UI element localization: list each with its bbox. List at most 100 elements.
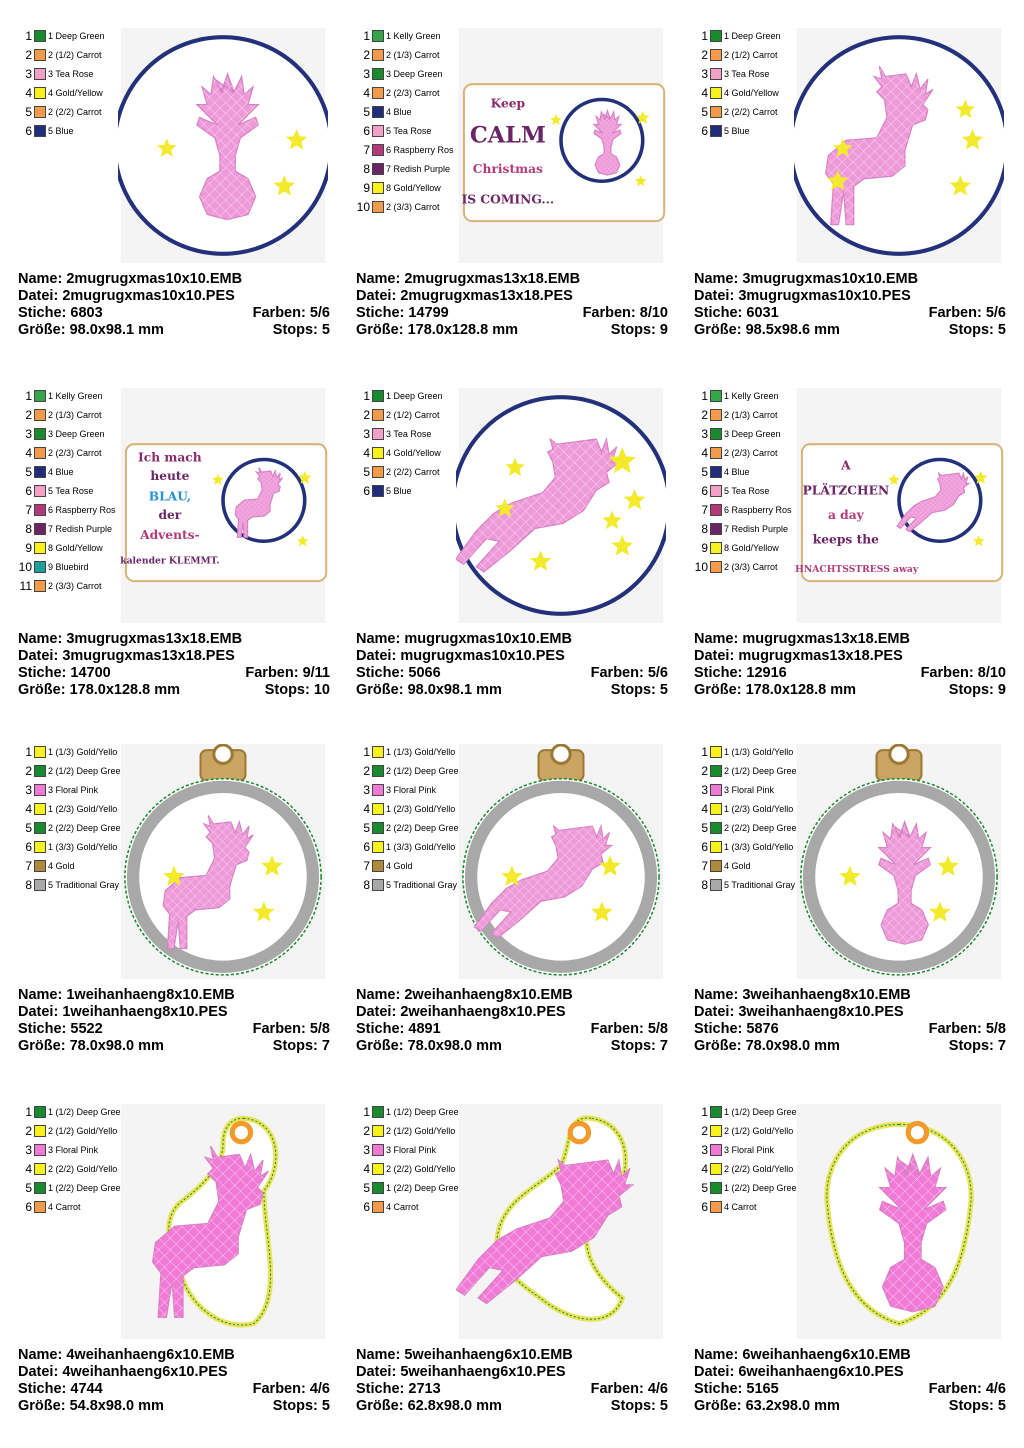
swatch-number: 5 xyxy=(25,820,32,835)
design-size: 98.5x98.6 mm xyxy=(745,322,840,338)
color-swatch-row: 1 1 (1/2) Deep Gree xyxy=(694,1104,796,1119)
swatch-label: 4 Gold xyxy=(386,860,413,871)
design-name: 2mugrugxmas13x18.EMB xyxy=(404,271,581,287)
lettering-line: Ich mach xyxy=(138,450,202,465)
design-file: 5weihanhaeng6x10.PES xyxy=(400,1364,566,1380)
design-file-label: Datei: xyxy=(694,648,735,664)
swatch-label: 2 (1/3) Carrot xyxy=(48,409,102,420)
swatch-label: 2 (2/2) Gold/Yello xyxy=(724,1163,794,1174)
swatch-label: 2 (1/2) Gold/Yello xyxy=(48,1125,118,1136)
stitch-count-field: Stiche: 2713 xyxy=(356,1381,441,1398)
reindeer-standing-icon xyxy=(825,65,934,226)
swatch-color-box xyxy=(34,522,46,535)
design-size-field: Größe: 78.0x98.0 mm xyxy=(18,1038,164,1055)
info-row: Datei: 3weihanhaeng8x10.PES xyxy=(694,1004,1006,1021)
swatch-label: 1 (1/2) Deep Gree xyxy=(48,1106,121,1117)
color-swatch-row: 1 1 (1/2) Deep Gree xyxy=(356,1104,459,1119)
color-count-field: Farben: 5/6 xyxy=(253,305,330,322)
swatch-label: 2 (2/3) Carrot xyxy=(724,447,778,458)
swatch-color-box xyxy=(34,541,46,554)
design-card: 1 1 Deep Green 2 2 (1/2) Carrot 3 3 Tea Rose 4… xyxy=(694,28,1014,368)
swatch-label: 2 (2/2) Carrot xyxy=(386,466,440,477)
swatch-color-box xyxy=(710,522,722,535)
design-file-label: Datei: xyxy=(694,288,735,304)
swatch-color-box xyxy=(710,541,722,554)
swatch-number: 2 xyxy=(25,47,32,62)
swatch-label: 5 Blue xyxy=(386,485,412,496)
swatch-color-box xyxy=(372,465,384,478)
swatch-number: 8 xyxy=(25,877,32,892)
stop-count-label: Stops: xyxy=(948,1398,994,1414)
stop-count: 9 xyxy=(659,322,668,338)
design-size: 78.0x98.0 mm xyxy=(745,1038,840,1054)
swatch-label: 4 Gold xyxy=(48,860,75,871)
design-size: 178.0x128.8 mm xyxy=(407,322,519,338)
swatch-label: 9 Bluebird xyxy=(48,561,89,572)
swatch-color-box xyxy=(34,29,46,42)
color-swatch-row: 2 2 (1/2) Carrot xyxy=(356,407,439,422)
swatch-color-box xyxy=(34,1105,46,1118)
stitch-count-field: Stiche: 4744 xyxy=(18,1381,103,1398)
stitch-count-field: Stiche: 4891 xyxy=(356,1021,441,1038)
swatch-number: 9 xyxy=(25,540,32,555)
lettering-line: Keep xyxy=(491,96,526,111)
swatch-color-box xyxy=(710,124,722,137)
reindeer-head-icon xyxy=(195,71,260,221)
design-size: 178.0x128.8 mm xyxy=(69,682,181,698)
stop-count: 5 xyxy=(659,1398,668,1414)
swatch-color-box xyxy=(710,764,722,777)
stitch-count-label: Stiche: xyxy=(18,665,67,681)
swatch-label: 2 (2/2) Deep Gree xyxy=(48,822,121,833)
swatch-number: 6 xyxy=(363,123,370,138)
color-swatch-row: 1 1 Deep Green xyxy=(18,28,104,43)
swatch-number: 3 xyxy=(363,782,370,797)
swatch-color-box xyxy=(372,745,384,758)
color-swatch-row: 5 4 Blue xyxy=(356,104,411,119)
swatch-color-box xyxy=(710,1181,722,1194)
swatch-color-box xyxy=(710,802,722,815)
design-name-label: Name: xyxy=(356,987,401,1003)
design-size: 63.2x98.0 mm xyxy=(745,1398,840,1414)
design-size-field: Größe: 78.0x98.0 mm xyxy=(694,1038,840,1055)
star-icon xyxy=(296,535,309,547)
info-row: Datei: 3mugrugxmas10x10.PES xyxy=(694,288,1006,305)
swatch-label: 1 (1/2) Deep Gree xyxy=(386,1106,459,1117)
design-name-label: Name: xyxy=(356,631,401,647)
design-name-field: Name: 3weihanhaeng8x10.EMB xyxy=(694,987,911,1004)
design-info: Name: 2mugrugxmas10x10.EMB Datei: 2mugrug… xyxy=(18,271,330,339)
design-file: 2mugrugxmas10x10.PES xyxy=(62,288,235,304)
swatch-color-box xyxy=(372,764,384,777)
design-file-label: Datei: xyxy=(356,288,397,304)
swatch-color-box xyxy=(34,86,46,99)
color-swatch-row: 5 2 (2/2) Carrot xyxy=(356,464,440,479)
color-swatch-row: 1 1 (1/3) Gold/Yello xyxy=(694,744,793,759)
design-preview xyxy=(794,744,1004,979)
swatch-number: 2 xyxy=(701,47,708,62)
design-file-label: Datei: xyxy=(18,648,59,664)
swatch-color-box xyxy=(372,143,384,156)
design-name-field: Name: 3mugrugxmas10x10.EMB xyxy=(694,271,918,288)
color-count-label: Farben: xyxy=(590,1381,644,1397)
swatch-color-box xyxy=(34,745,46,758)
stitch-count: 2713 xyxy=(408,1381,441,1397)
swatch-color-box xyxy=(372,1105,384,1118)
design-file: 2mugrugxmas13x18.PES xyxy=(400,288,573,304)
color-swatch-row: 5 1 (2/2) Deep Gree xyxy=(694,1180,796,1195)
swatch-label: 1 Kelly Green xyxy=(48,390,103,401)
tag-cut-line xyxy=(496,1117,627,1320)
star-icon xyxy=(261,855,283,876)
color-count: 5/6 xyxy=(985,305,1006,321)
color-count: 9/11 xyxy=(302,665,330,681)
design-card: 1 1 Kelly Green 2 2 (1/3) Carrot 3 3 Deep Gre… xyxy=(694,388,1014,728)
stop-count-label: Stops: xyxy=(610,1398,656,1414)
color-swatch-row: 1 1 Deep Green xyxy=(694,28,780,43)
info-row: Datei: 2weihanhaeng8x10.PES xyxy=(356,1004,668,1021)
design-file-label: Datei: xyxy=(18,1004,59,1020)
design-card: 1 1 (1/3) Gold/Yello 2 2 (1/2) Deep Gree 3 3 … xyxy=(18,744,338,1084)
info-row: Datei: mugrugxmas13x18.PES xyxy=(694,648,1006,665)
swatch-number: 6 xyxy=(701,483,708,498)
design-name: 5weihanhaeng6x10.EMB xyxy=(404,1347,573,1363)
stop-count: 9 xyxy=(997,682,1006,698)
stitch-count: 5522 xyxy=(70,1021,103,1037)
swatch-number: 6 xyxy=(701,1199,708,1214)
